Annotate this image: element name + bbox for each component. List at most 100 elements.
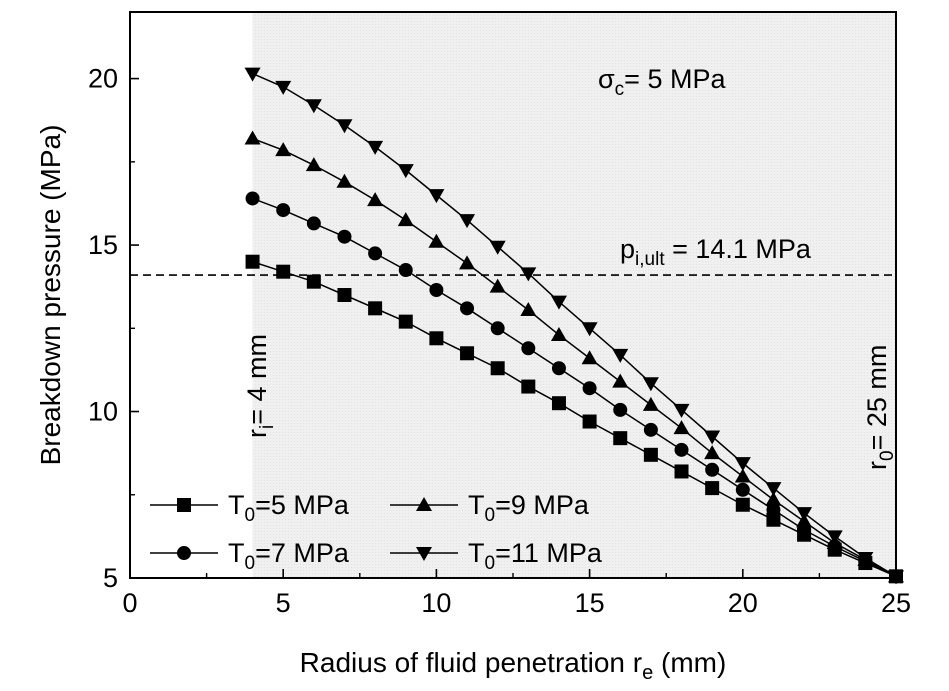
data-point [337, 288, 352, 302]
data-point [581, 350, 598, 365]
data-point [429, 283, 444, 298]
data-point [520, 267, 537, 282]
data-point [735, 482, 750, 497]
legend-marker [416, 497, 432, 511]
legend-label: T0=7 MPa [228, 538, 350, 574]
data-point [613, 431, 628, 446]
data-point [520, 301, 537, 316]
data-point [397, 164, 414, 179]
series-line [252, 260, 897, 578]
data-point [705, 481, 720, 496]
data-point [673, 403, 690, 418]
y-tick-label: 10 [88, 397, 118, 427]
p-ult-annotation: pi,ult = 14.1 MPa [620, 234, 812, 270]
x-tick-label: 15 [575, 588, 605, 618]
data-point [582, 414, 597, 429]
data-point [306, 216, 321, 231]
data-point [460, 346, 475, 361]
data-point [704, 430, 721, 445]
data-point [581, 322, 598, 337]
data-point [306, 274, 321, 289]
legend-label: T0=11 MPa [468, 538, 603, 574]
series-line [252, 137, 897, 577]
data-point [765, 491, 782, 506]
data-point [460, 301, 475, 316]
data-point [305, 99, 322, 114]
data-point [429, 331, 444, 346]
data-point [734, 457, 751, 472]
legend-item: T0=5 MPa [150, 490, 350, 526]
series-line [252, 197, 897, 578]
legend-item: T0=11 MPa [390, 538, 603, 574]
data-point [367, 192, 384, 207]
data-point [551, 361, 566, 376]
data-point [398, 263, 413, 278]
data-point [275, 80, 292, 95]
data-point [550, 295, 567, 310]
x-tick-label: 25 [881, 588, 911, 618]
data-point [643, 447, 658, 462]
data-point [705, 462, 720, 477]
data-point [368, 246, 383, 261]
data-point [305, 157, 322, 172]
data-point [459, 255, 476, 270]
data-point [336, 173, 353, 188]
data-point [244, 130, 261, 145]
legend-marker [177, 546, 191, 560]
data-point [336, 119, 353, 134]
data-point [337, 229, 352, 244]
data-point [489, 240, 506, 255]
legend-label: T0=5 MPa [228, 490, 350, 526]
data-point [734, 468, 751, 483]
data-point [735, 497, 750, 512]
legend-item: T0=7 MPa [150, 538, 350, 574]
data-point [765, 482, 782, 497]
x-tick-label: 0 [122, 588, 137, 618]
data-point [428, 189, 445, 204]
x-tick-label: 5 [276, 588, 291, 618]
data-point [428, 233, 445, 248]
data-point [766, 502, 781, 517]
data-point [490, 361, 505, 376]
data-point [612, 348, 629, 363]
legend: T0=5 MPa T0=7 MPa T0=9 MPa T0=11 MPa [150, 490, 603, 574]
data-point [612, 373, 629, 388]
data-point [796, 507, 813, 522]
data-point [490, 321, 505, 336]
data-point [673, 420, 690, 435]
data-point [275, 142, 292, 157]
data-point [397, 212, 414, 227]
legend-marker [416, 547, 432, 561]
data-point [368, 301, 383, 316]
data-point [826, 530, 843, 545]
data-point [459, 214, 476, 229]
series-layer [244, 67, 904, 585]
data-point [674, 464, 689, 479]
data-point [643, 422, 658, 437]
data-point [276, 264, 291, 279]
data-point [642, 377, 659, 392]
data-point [642, 396, 659, 411]
x-tick-label: 10 [421, 588, 451, 618]
data-point [613, 402, 628, 417]
legend-label: T0=9 MPa [468, 490, 590, 526]
data-point [489, 278, 506, 293]
sigma-annotation: σc= 5 MPa [598, 64, 726, 100]
data-point [857, 552, 874, 567]
data-point [551, 396, 566, 411]
data-point [674, 442, 689, 457]
data-point [582, 381, 597, 396]
legend-item: T0=9 MPa [390, 490, 590, 526]
data-point [367, 140, 384, 155]
series-line [252, 72, 897, 577]
shaded-region [252, 12, 896, 578]
data-point [276, 203, 291, 218]
data-point [521, 341, 536, 356]
data-point [244, 67, 261, 82]
y-tick-label: 5 [103, 563, 118, 593]
y-tick-label: 15 [88, 230, 118, 260]
ri-annotation: ri= 4 mm [242, 334, 278, 438]
legend-marker [177, 498, 191, 512]
